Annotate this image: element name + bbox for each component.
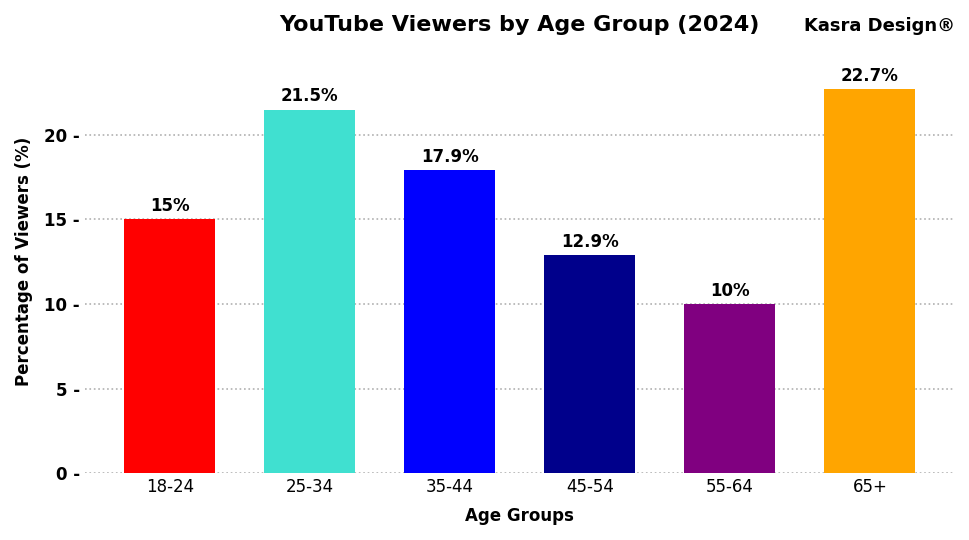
Bar <box>264 110 355 473</box>
Bar <box>684 304 774 473</box>
X-axis label: Age Groups: Age Groups <box>465 507 574 525</box>
Bar <box>824 89 915 473</box>
Text: 15%: 15% <box>150 197 189 215</box>
Title: YouTube Viewers by Age Group (2024): YouTube Viewers by Age Group (2024) <box>279 15 760 35</box>
Bar <box>544 255 635 473</box>
Text: 10%: 10% <box>709 282 749 300</box>
Bar <box>124 219 215 473</box>
Text: 17.9%: 17.9% <box>421 148 479 166</box>
Text: 12.9%: 12.9% <box>560 233 618 251</box>
Bar <box>404 171 495 473</box>
Text: Kasra Design®: Kasra Design® <box>803 17 954 35</box>
Text: 22.7%: 22.7% <box>840 67 898 85</box>
Y-axis label: Percentage of Viewers (%): Percentage of Viewers (%) <box>15 137 33 386</box>
Text: 21.5%: 21.5% <box>281 87 338 105</box>
